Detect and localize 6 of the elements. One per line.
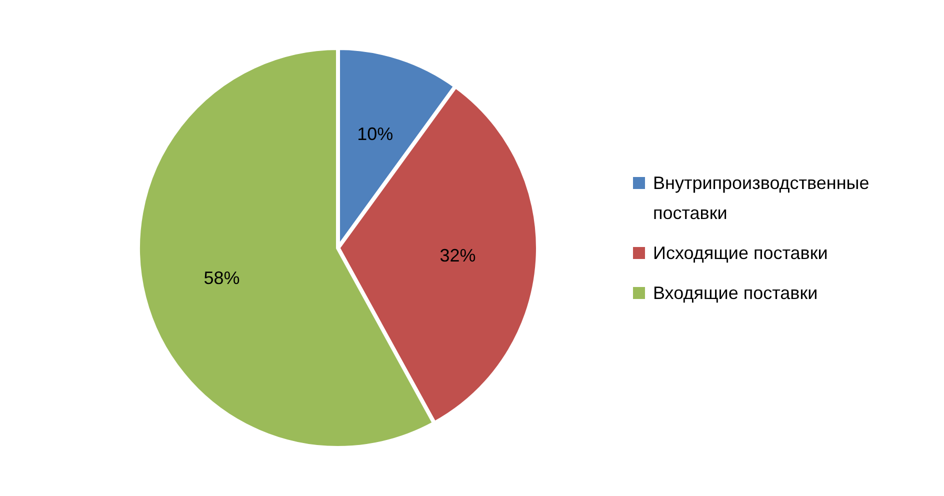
data-label: 58% bbox=[204, 268, 240, 288]
legend-label: Исходящие поставки bbox=[653, 242, 828, 265]
data-label: 32% bbox=[440, 246, 476, 266]
data-label: 10% bbox=[357, 124, 394, 144]
legend-label: Внутрипроизводственные поставки bbox=[653, 172, 870, 225]
legend-label: Входящие поставки bbox=[653, 282, 818, 305]
